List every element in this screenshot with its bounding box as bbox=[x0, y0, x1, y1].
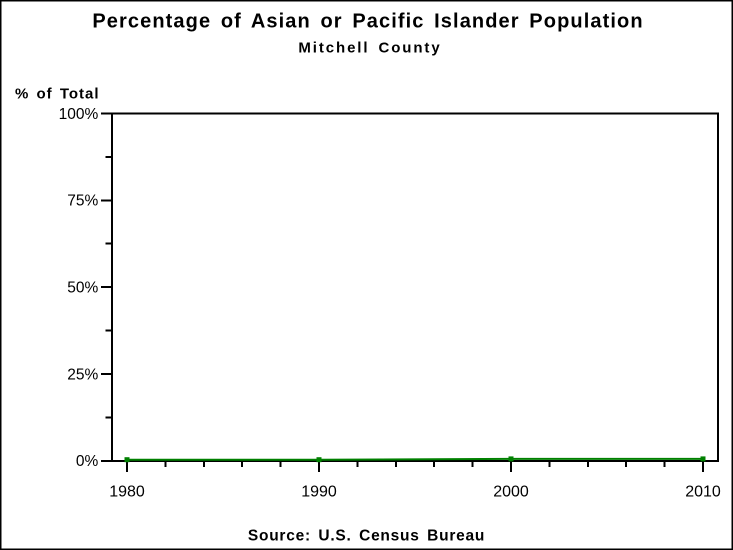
svg-text:75%: 75% bbox=[67, 193, 98, 210]
svg-text:Mitchell County: Mitchell County bbox=[298, 40, 441, 57]
svg-text:1990: 1990 bbox=[301, 484, 337, 501]
svg-text:50%: 50% bbox=[67, 280, 98, 297]
svg-text:2000: 2000 bbox=[493, 484, 529, 501]
svg-text:100%: 100% bbox=[59, 106, 99, 123]
svg-text:2010: 2010 bbox=[685, 484, 721, 501]
svg-text:% of Total: % of Total bbox=[15, 86, 100, 103]
svg-text:Source: U.S. Census Bureau: Source: U.S. Census Bureau bbox=[248, 527, 485, 544]
svg-text:0%: 0% bbox=[76, 453, 99, 470]
svg-text:25%: 25% bbox=[67, 366, 98, 383]
svg-text:1980: 1980 bbox=[109, 484, 145, 501]
svg-text:Percentage of Asian or Pacific: Percentage of Asian or Pacific Islander … bbox=[92, 11, 643, 33]
